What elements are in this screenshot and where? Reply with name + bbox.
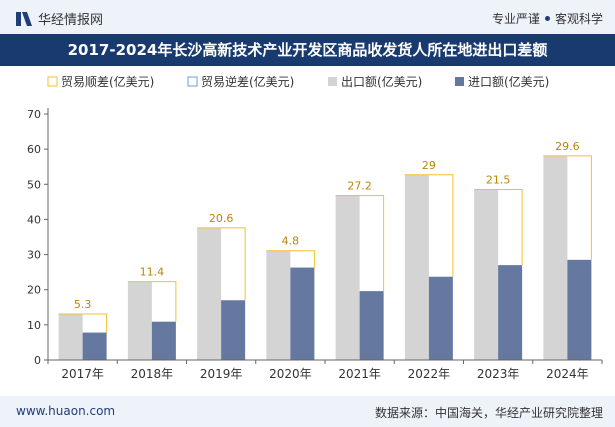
bottom-bar: www.huaon.com 数据来源：中国海关，华经产业研究院整理 [0, 396, 615, 427]
data-source: 数据来源：中国海关，华经产业研究院整理 [374, 406, 603, 420]
legend: 贸易顺差(亿美元) 贸易逆差(亿美元) 出口额(亿美元) 进口额(亿美元) [47, 74, 549, 89]
legend-label-2: 出口额(亿美元) [341, 74, 422, 89]
export-bar [404, 174, 429, 360]
export-bar [543, 155, 568, 360]
legend-swatch-0 [47, 76, 58, 87]
import-bar [151, 321, 176, 360]
legend-swatch-2 [328, 77, 337, 86]
y-tick-label: 70 [27, 108, 41, 121]
brand: 华经情报网 [16, 9, 103, 28]
import-bar [498, 265, 523, 360]
surplus-bracket [127, 281, 177, 322]
import-bar [359, 291, 384, 360]
legend-label-1: 贸易逆差(亿美元) [201, 74, 294, 89]
brand-name: 华经情报网 [38, 13, 104, 28]
chart-area: 贸易顺差(亿美元) 贸易逆差(亿美元) 出口额(亿美元) 进口额(亿美元) 0 10 20… [27, 74, 603, 381]
balance-label: 29.6 [555, 140, 580, 153]
import-bar [82, 332, 107, 360]
import-bar [221, 300, 246, 360]
balance-label: 20.6 [209, 212, 234, 225]
bullet-dot-icon [544, 16, 550, 21]
legend-swatch-3 [455, 77, 464, 86]
import-bar [567, 259, 592, 360]
y-axis: 0 10 20 30 40 50 60 70 [27, 108, 49, 367]
surplus-bracket [58, 313, 108, 333]
x-tick-label: 2021年 [338, 367, 381, 381]
export-bar [197, 227, 222, 360]
import-bar [290, 267, 315, 360]
surplus-bracket [266, 250, 315, 268]
balance-label: 4.8 [282, 235, 300, 248]
import-bar [428, 276, 453, 360]
balance-label: 21.5 [486, 174, 511, 187]
y-tick-label: 50 [27, 178, 41, 191]
chart-title: 2017-2024年长沙高新技术产业开发区商品收发货人所在地进出口差额 [0, 34, 615, 66]
x-tick-label: 2018年 [131, 367, 174, 381]
slogan: 专业严谨 客观科学 [492, 10, 603, 27]
surplus-bracket [543, 155, 592, 260]
legend-label-0: 贸易顺差(亿美元) [61, 74, 154, 89]
x-tick-label: 2024年 [546, 367, 589, 381]
export-bar [474, 189, 499, 360]
surplus-bracket [335, 195, 385, 292]
bars: 5.3 11.4 20.6 4.8 27.2 29 21.5 29.6 [58, 140, 592, 360]
surplus-bracket [404, 174, 454, 277]
y-tick-label: 0 [34, 354, 41, 367]
x-tick-label: 2022年 [408, 367, 451, 381]
top-bar: 华经情报网 专业严谨 客观科学 [0, 0, 615, 34]
export-bar [127, 281, 152, 360]
y-tick-label: 60 [27, 143, 41, 156]
legend-swatch-1 [187, 76, 198, 87]
y-tick-label: 30 [27, 249, 41, 262]
surplus-bracket [474, 189, 523, 266]
y-tick-label: 10 [27, 319, 41, 332]
x-tick-label: 2023年 [477, 367, 520, 381]
balance-label: 5.3 [74, 298, 92, 311]
x-tick-label: 2017年 [61, 367, 104, 381]
surplus-bracket [197, 227, 246, 301]
y-tick-label: 20 [27, 284, 41, 297]
balance-label: 11.4 [140, 266, 165, 279]
x-tick-label: 2019年 [200, 367, 243, 381]
balance-label: 29 [422, 159, 436, 172]
website-link[interactable]: www.huaon.com [16, 404, 116, 418]
export-bar [335, 195, 360, 360]
x-tick-label: 2020年 [269, 367, 312, 381]
legend-label-3: 进口额(亿美元) [468, 74, 549, 89]
y-tick-label: 40 [27, 213, 41, 226]
slogan-left: 专业严谨 [491, 12, 540, 26]
balance-label: 27.2 [347, 180, 372, 193]
slogan-right: 客观科学 [554, 12, 603, 26]
export-bar [58, 313, 83, 360]
export-bar [266, 250, 291, 360]
x-axis: 2017年 2018年 2019年 2020年 2021年 2022年 2023年 2024年 [47, 359, 603, 381]
brand-logo-icon [16, 11, 32, 26]
